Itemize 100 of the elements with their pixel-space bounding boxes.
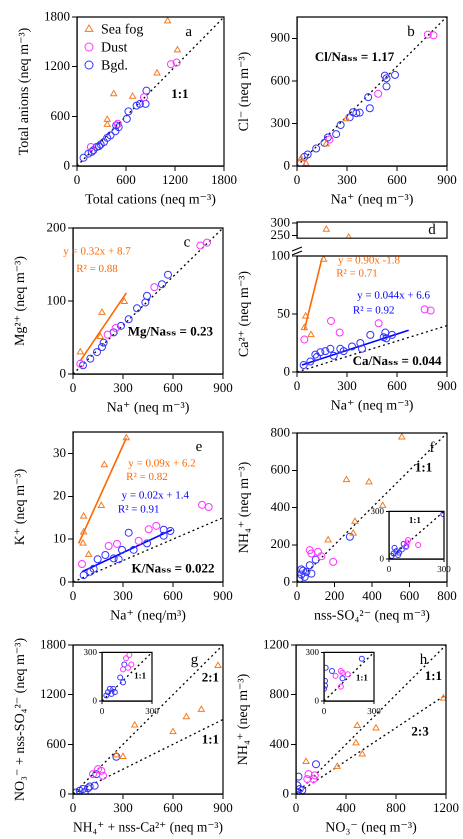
- annotation: R² = 0.82: [126, 470, 168, 483]
- x-axis-title: Na⁺ (neq m⁻³): [106, 400, 190, 416]
- y-axis-title: NO₃⁻ + nss-SO₄²⁻ (neq m⁻³): [13, 638, 28, 802]
- y-tick-label: 30: [53, 444, 66, 460]
- y-tick-label: 0: [284, 157, 290, 172]
- x-axis-title: nss-SO₄²⁻ (neq m⁻³): [314, 608, 430, 624]
- annotation: 2:3: [411, 723, 430, 738]
- y-tick-label: 20: [53, 488, 66, 503]
- annotation: y = 0.90x -1.8: [338, 254, 401, 267]
- y-axis-title: Total anions (neq m⁻³): [17, 27, 32, 156]
- x-tick-label: 0: [294, 172, 300, 188]
- y-tick-label: 1800: [40, 636, 66, 652]
- x-tick-label: 0: [294, 378, 300, 394]
- y-tick-label: 100: [270, 247, 290, 262]
- annotation: 1:1: [424, 668, 442, 684]
- x-tick-label: 200: [324, 588, 344, 604]
- x-axis-title: Na⁺ (neq m⁻³): [330, 192, 414, 208]
- y-tick-label: 1200: [263, 636, 289, 652]
- legend-label: Dust: [101, 40, 128, 56]
- y-tick-label: 100: [46, 292, 66, 308]
- annotation: Cl/Naₛₛ = 1.17: [314, 49, 395, 64]
- x-tick-label: 900: [213, 588, 233, 604]
- x-axis-title: Na⁺ (neq m⁻³): [330, 398, 414, 414]
- x-tick-label: 900: [213, 800, 233, 816]
- y-axis-title: Mg²⁺ (neq m⁻³): [13, 256, 28, 346]
- annotation: c: [184, 234, 191, 251]
- annotation: K/Naₛₛ = 0.022: [132, 560, 215, 576]
- x-tick-label: 300: [113, 800, 133, 816]
- x-axis-title: NO₃⁻ (neq m⁻³): [325, 820, 418, 836]
- x-tick-label: 800: [386, 800, 406, 816]
- y-tick-label: 600: [50, 108, 70, 123]
- annotation: e: [196, 438, 203, 455]
- y-tick-label: 0: [284, 363, 290, 378]
- y-tick-label: 0: [284, 573, 290, 588]
- y-tick-label: 250: [270, 227, 290, 242]
- y-tick-label: 0: [64, 157, 70, 172]
- annotation: 1:1: [356, 672, 368, 683]
- y-tick-label: 0: [60, 573, 66, 588]
- y-tick-label: 600: [270, 72, 290, 88]
- annotation: 1:1: [134, 670, 147, 680]
- annotation: f: [430, 440, 434, 456]
- annotation: 1:1: [414, 460, 432, 475]
- annotation: 2:1: [202, 670, 220, 685]
- x-axis-title: Na⁺ (neq/m³): [110, 608, 186, 624]
- y-tick-label: 300: [270, 214, 290, 230]
- x-tick-label: 600: [400, 588, 420, 604]
- y-tick-label: 1200: [40, 686, 66, 702]
- x-axis-title: Total cations (neq m⁻³): [85, 192, 216, 208]
- x-tick-label: 1200: [433, 800, 459, 816]
- y-axis-title: Cl⁻ (neq m⁻³): [237, 51, 252, 132]
- y-axis-title: Ca²⁺ (neq m⁻³): [237, 270, 252, 358]
- annotation: y = 0.02x + 1.4: [122, 489, 190, 502]
- y-tick-label: 0: [282, 785, 289, 800]
- legend-label: Sea fog: [101, 22, 144, 38]
- annotation: Mg/Naₛₛ = 0.23: [128, 324, 214, 339]
- annotation: a: [185, 24, 192, 40]
- y-tick-label: 600: [46, 736, 66, 751]
- x-tick-label: 600: [163, 800, 183, 816]
- y-tick-label: 1200: [44, 58, 70, 74]
- x-axis-title: NH₄⁺ + nss-Ca²⁺ (neq m⁻³): [73, 819, 223, 834]
- annotation: b: [407, 24, 415, 40]
- y-tick-label: 0: [60, 785, 66, 800]
- legend-label: Bgd.: [101, 58, 128, 74]
- y-tick-label: 800: [270, 424, 290, 440]
- annotation: 1:1: [171, 86, 189, 101]
- annotation: y = 0.044x + 6.6: [357, 289, 431, 302]
- y-tick-label: 600: [270, 462, 290, 477]
- x-tick-label: 600: [163, 380, 183, 396]
- annotation: 1:1: [202, 732, 220, 747]
- annotation: R² = 0.88: [76, 262, 118, 275]
- x-tick-label: 600: [387, 378, 407, 394]
- y-tick-label: 400: [270, 736, 289, 751]
- y-axis-title: K⁺ (neq m⁻³): [13, 468, 28, 546]
- x-tick-label: 400: [336, 800, 356, 816]
- x-tick-label: 600: [163, 588, 183, 604]
- x-tick-label: 0: [100, 706, 105, 716]
- x-tick-label: 900: [437, 172, 457, 188]
- annotation: h: [420, 652, 428, 668]
- x-tick-label: 600: [116, 172, 136, 188]
- x-tick-label: 0: [322, 706, 327, 716]
- annotation: g: [190, 652, 199, 668]
- y-axis-title: NH₄⁺ (neq m⁻³): [236, 673, 252, 766]
- y-axis-title: NH₄⁺ (neq m⁻³): [237, 461, 252, 554]
- annotation: R² = 0.91: [118, 503, 160, 516]
- x-tick-label: 800: [437, 588, 457, 604]
- annotation: y = 0.09x + 6.2: [128, 457, 196, 470]
- x-tick-label: 600: [387, 172, 407, 188]
- y-tick-label: 200: [46, 219, 66, 234]
- x-tick-label: 0: [294, 588, 300, 604]
- y-tick-label: 1800: [44, 8, 70, 24]
- x-tick-label: 300: [113, 588, 133, 604]
- y-tick-label: 200: [270, 536, 290, 552]
- annotation: R² = 0.92: [352, 304, 394, 316]
- x-tick-label: 900: [213, 380, 233, 396]
- annotation: R² = 0.71: [336, 267, 378, 280]
- x-tick-label: 1800: [211, 172, 237, 188]
- annotation: d: [428, 222, 436, 238]
- y-tick-label: 800: [270, 686, 289, 702]
- annotation: 1:1: [408, 515, 422, 526]
- y-tick-label: 0: [60, 365, 66, 380]
